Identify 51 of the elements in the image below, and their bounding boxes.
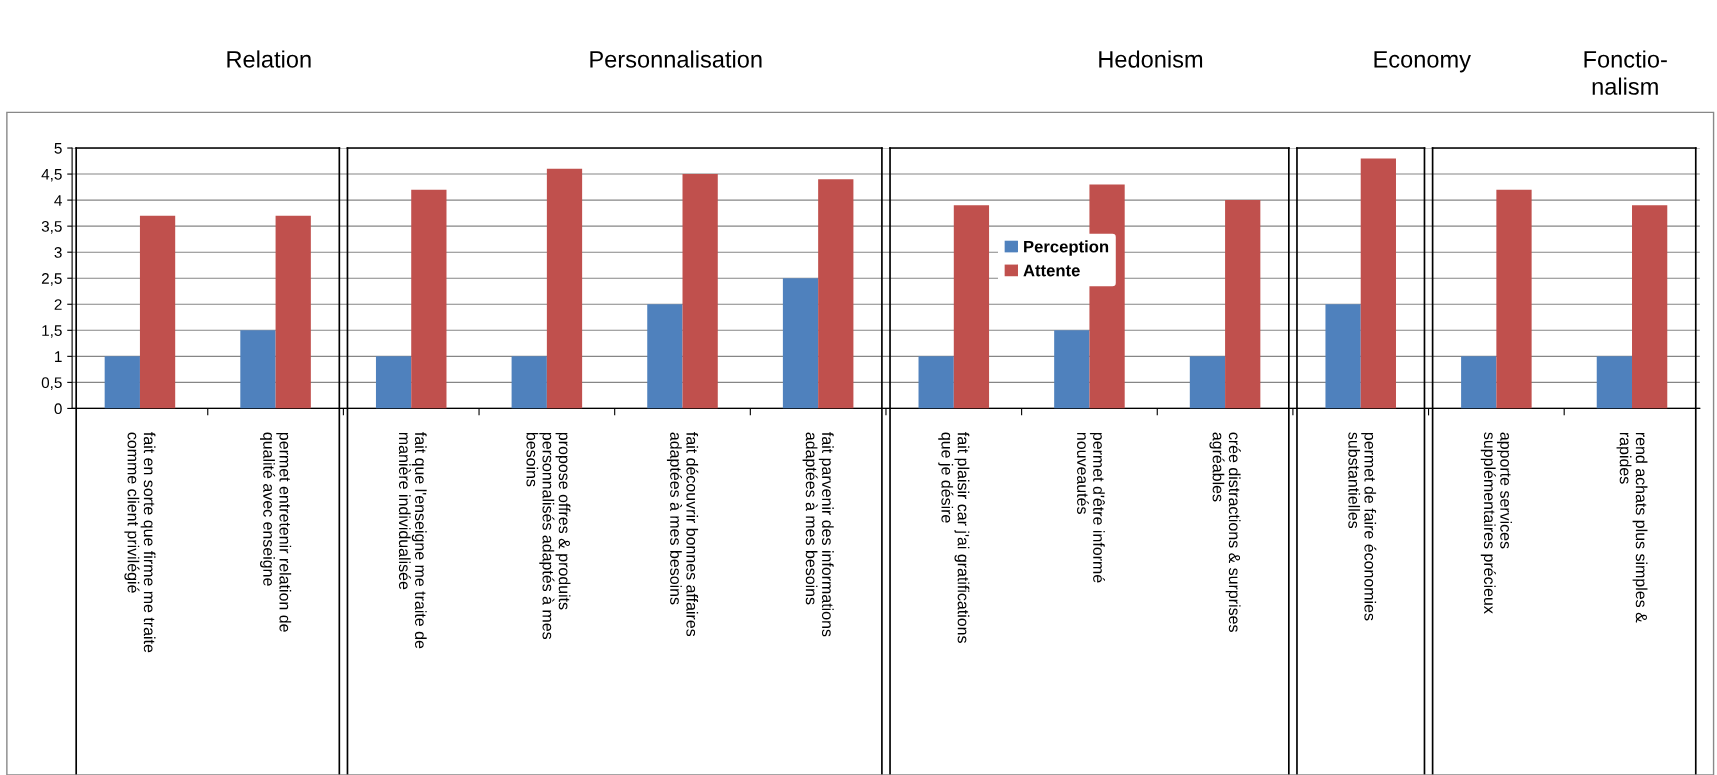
text: Relation — [227, 50, 311, 68]
y-tick-label: 5 — [54, 143, 62, 154]
text: Hedonism — [1099, 50, 1203, 68]
x-tick-label: rend achats plus simples & rapides — [1616, 432, 1648, 623]
bar — [1496, 189, 1532, 409]
bar — [782, 278, 819, 409]
bar — [1461, 356, 1497, 409]
bar — [1325, 304, 1361, 409]
x-tick-label: fait en sorte que firme me traite comme client privilégié — [124, 432, 156, 653]
bar — [647, 304, 683, 409]
bar — [1189, 356, 1226, 409]
y-tick-label: 3,5 — [41, 221, 62, 234]
bar — [953, 205, 990, 409]
bar — [1596, 356, 1633, 409]
y-tick-label: 2,5 — [41, 273, 62, 286]
x-tick-label: propose offres & produits personnalisés adaptés à mes besoins — [526, 432, 571, 640]
y-tick-label: 3 — [54, 247, 62, 258]
y-tick-label: 4,5 — [41, 169, 62, 182]
bar — [511, 356, 547, 409]
x-tick-label: fait plaisir car j'ai gratifications que je désire — [938, 432, 970, 643]
text: Fonctio- nalism — [1584, 50, 1667, 95]
x-tick-label: permet entretenir relation de qualité avec enseigne — [260, 432, 292, 632]
y-tick-label: 1,5 — [42, 325, 62, 338]
y-tick-label: 2 — [54, 299, 62, 310]
bar — [918, 356, 954, 409]
bar — [682, 174, 718, 409]
bar — [375, 356, 412, 409]
text: Economy — [1374, 51, 1471, 73]
bar — [240, 330, 276, 409]
x-tick-label: fait que l'enseigne me traite de manière individualisée — [398, 432, 427, 649]
bar — [411, 189, 447, 409]
legend-label: Perception — [1024, 240, 1109, 256]
legend-label: Attente — [1023, 264, 1080, 277]
x-tick-label: fait découvrir bonnes affaires adaptées à mes besoins — [666, 432, 699, 637]
y-tick-label: 0 — [54, 403, 62, 415]
bar — [104, 356, 140, 409]
x-tick-label: crée distractions & surprises agréables — [1209, 432, 1241, 632]
y-tick-label: 0,5 — [41, 377, 62, 390]
bar — [275, 215, 311, 409]
text: Personnalisation — [590, 50, 762, 68]
bar — [546, 168, 583, 409]
bar — [1360, 158, 1396, 409]
bar — [1632, 205, 1668, 409]
bar — [139, 215, 176, 409]
x-tick-label: permet de faire économies substantielles — [1348, 432, 1377, 621]
y-tick-label: 1 — [55, 351, 62, 362]
bar — [1054, 330, 1090, 409]
bar — [818, 179, 854, 409]
y-tick-label: 4 — [54, 195, 62, 206]
x-tick-label: permet d'être informé nouveautés — [1077, 432, 1105, 583]
bar — [1225, 200, 1261, 409]
